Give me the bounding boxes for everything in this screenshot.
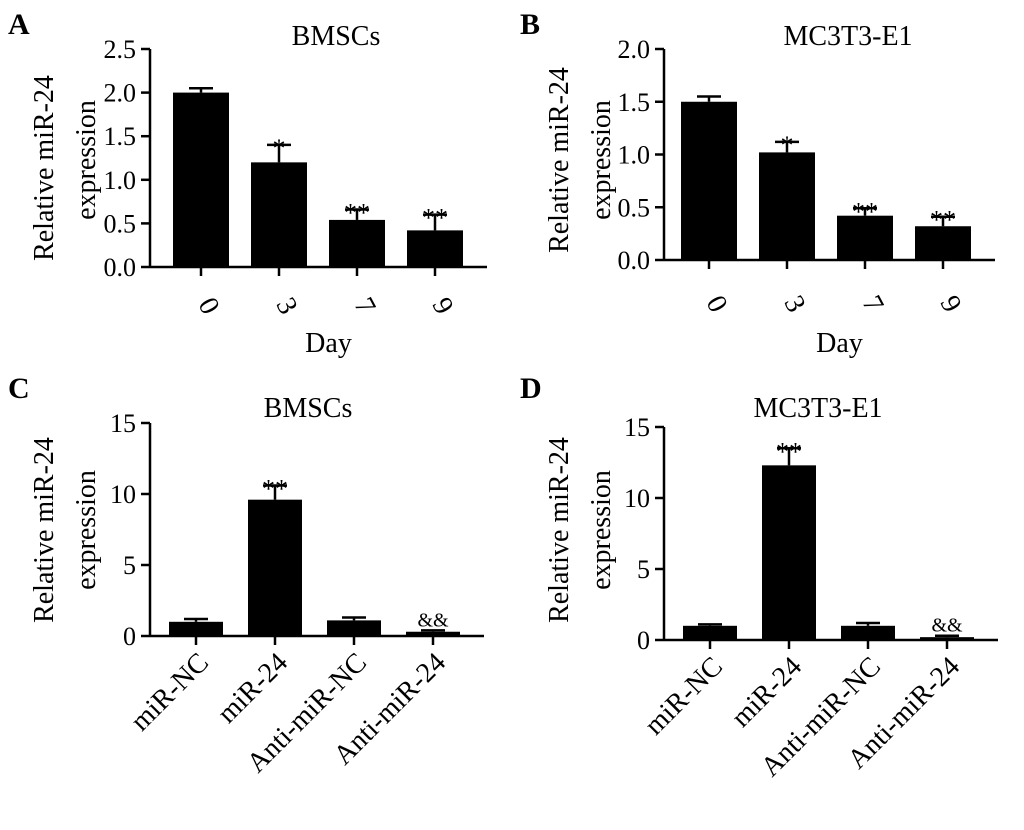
x-axis-label: Day <box>816 328 863 359</box>
y-tick-label: 5 <box>637 555 650 584</box>
y-tick-label: 0 <box>637 626 650 655</box>
panel-letter: A <box>8 8 30 41</box>
y-axis-label: expression <box>71 470 102 590</box>
significance-label: ** <box>930 206 956 235</box>
x-tick-label: miR-NC <box>125 647 215 737</box>
bar <box>251 162 307 267</box>
y-tick-label: 0.5 <box>618 193 651 222</box>
x-axis-label: Day <box>305 328 352 359</box>
y-axis-label: expression <box>586 100 617 220</box>
y-axis-label: expression <box>71 100 102 220</box>
bar <box>327 620 381 636</box>
y-tick-label: 0 <box>123 622 136 651</box>
y-axis-label: Relative miR-24 <box>544 67 575 253</box>
y-tick-label: 5 <box>123 551 136 580</box>
significance-label: ** <box>776 437 802 466</box>
significance-label: ** <box>344 198 370 227</box>
bar <box>759 152 815 260</box>
chart-title: BMSCs <box>292 21 381 52</box>
x-tick-label: 3 <box>270 293 304 320</box>
x-tick-label: 0 <box>700 291 734 318</box>
y-tick-label: 15 <box>110 409 136 438</box>
y-tick-label: 10 <box>110 480 136 509</box>
y-axis-label: expression <box>586 470 617 590</box>
y-tick-label: 0.0 <box>104 253 137 282</box>
y-tick-label: 2.0 <box>104 79 137 108</box>
y-tick-label: 2.0 <box>618 35 651 64</box>
chart-title: MC3T3-E1 <box>783 21 912 52</box>
x-tick-label: 0 <box>192 293 226 320</box>
bar <box>841 625 895 640</box>
x-tick-label: 7 <box>856 291 890 318</box>
panel-letter: B <box>520 8 540 41</box>
significance-label: && <box>931 615 963 637</box>
bar <box>683 625 737 640</box>
panel-letter: D <box>520 372 542 405</box>
y-axis-label: Relative miR-24 <box>544 437 575 623</box>
bar <box>248 499 302 636</box>
significance-label: ** <box>852 197 878 226</box>
significance-label: ** <box>262 474 288 503</box>
significance-label: * <box>781 131 794 160</box>
y-tick-label: 1.0 <box>104 166 137 195</box>
significance-label: * <box>273 134 286 163</box>
significance-label: && <box>417 609 449 631</box>
bar <box>329 219 385 267</box>
bar <box>406 631 460 636</box>
bar <box>169 621 223 636</box>
bar <box>837 215 893 260</box>
y-tick-label: 15 <box>624 413 650 442</box>
x-tick-label: 9 <box>934 291 968 318</box>
chart-title: BMSCs <box>264 393 353 424</box>
x-tick-label: 9 <box>426 293 460 320</box>
y-tick-label: 1.5 <box>104 122 137 151</box>
y-tick-label: 1.0 <box>618 141 651 170</box>
y-tick-label: 10 <box>624 484 650 513</box>
y-axis-label: Relative miR-24 <box>29 75 60 261</box>
panel-letter: C <box>8 372 30 405</box>
panel-c: C BMSCs Relative miR-24 expression 0 5 10 15 miR… <box>8 372 484 779</box>
y-tick-label: 0.5 <box>104 209 137 238</box>
y-tick-label: 0.0 <box>618 246 651 275</box>
significance-label: ** <box>422 204 448 233</box>
y-tick-label: 1.5 <box>618 88 651 117</box>
x-tick-label: miR-NC <box>639 651 729 741</box>
bar <box>407 230 463 267</box>
x-tick-label: 7 <box>348 293 382 320</box>
bar <box>173 92 229 267</box>
panel-a: A BMSCs Relative miR-24 expression 0.0 0.5 1.0… <box>8 8 487 359</box>
bar <box>681 101 737 260</box>
bar <box>920 637 974 640</box>
x-tick-label: 3 <box>778 291 812 318</box>
chart-title: MC3T3-E1 <box>753 393 882 424</box>
panel-d: D MC3T3-E1 Relative miR-24 expression 0 5 10 15… <box>520 372 998 783</box>
y-axis-label: Relative miR-24 <box>29 437 60 623</box>
bar <box>762 465 816 640</box>
bar <box>915 226 971 260</box>
y-tick-label: 2.5 <box>104 35 137 64</box>
